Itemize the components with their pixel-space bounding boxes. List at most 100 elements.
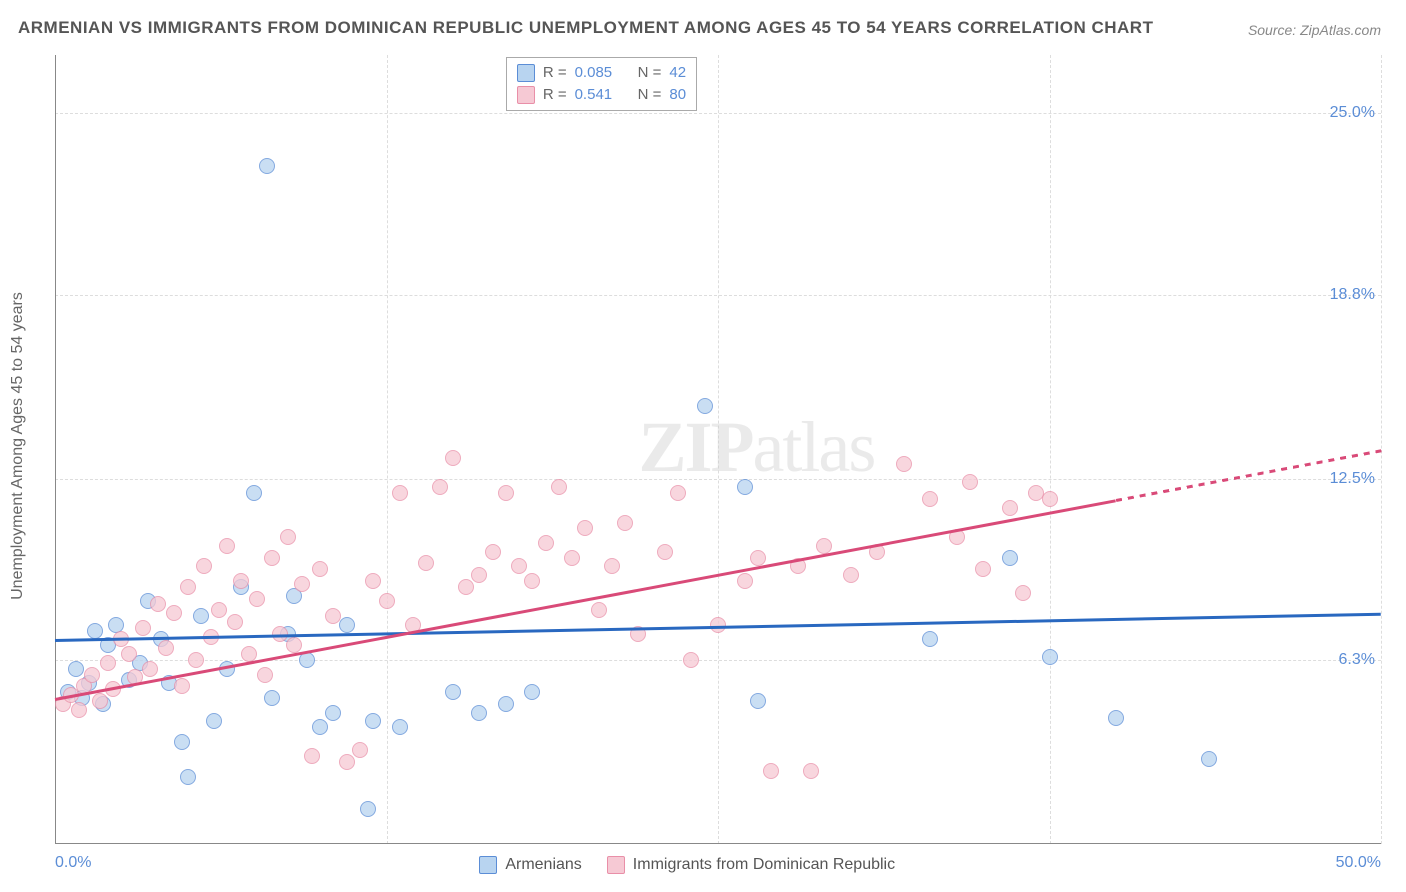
data-point bbox=[1201, 751, 1217, 767]
legend-swatch bbox=[517, 86, 535, 104]
data-point bbox=[193, 608, 209, 624]
data-point bbox=[683, 652, 699, 668]
data-point bbox=[816, 538, 832, 554]
y-tick-label: 12.5% bbox=[1330, 470, 1383, 488]
data-point bbox=[211, 602, 227, 618]
data-point bbox=[365, 713, 381, 729]
data-point bbox=[365, 573, 381, 589]
data-point bbox=[922, 491, 938, 507]
data-point bbox=[962, 474, 978, 490]
data-point bbox=[286, 637, 302, 653]
data-point bbox=[538, 535, 554, 551]
data-point bbox=[445, 450, 461, 466]
data-point bbox=[166, 605, 182, 621]
data-point bbox=[524, 684, 540, 700]
data-point bbox=[259, 158, 275, 174]
data-point bbox=[471, 567, 487, 583]
data-point bbox=[108, 617, 124, 633]
x-tick-label: 0.0% bbox=[55, 854, 91, 872]
r-value: 0.541 bbox=[575, 84, 630, 106]
data-point bbox=[304, 748, 320, 764]
n-label: N = bbox=[638, 84, 662, 106]
legend-item: Armenians bbox=[479, 856, 581, 874]
data-point bbox=[249, 591, 265, 607]
data-point bbox=[591, 602, 607, 618]
data-point bbox=[158, 640, 174, 656]
y-tick-label: 25.0% bbox=[1330, 104, 1383, 122]
data-point bbox=[339, 754, 355, 770]
data-point bbox=[71, 702, 87, 718]
n-label: N = bbox=[638, 62, 662, 84]
data-point bbox=[564, 550, 580, 566]
data-point bbox=[843, 567, 859, 583]
data-point bbox=[352, 742, 368, 758]
legend-label: Immigrants from Dominican Republic bbox=[633, 856, 895, 874]
data-point bbox=[246, 485, 262, 501]
y-tick-label: 18.8% bbox=[1330, 286, 1383, 304]
data-point bbox=[264, 550, 280, 566]
legend-label: Armenians bbox=[505, 856, 581, 874]
data-point bbox=[84, 667, 100, 683]
data-point bbox=[1015, 585, 1031, 601]
data-point bbox=[294, 576, 310, 592]
data-point bbox=[1042, 649, 1058, 665]
data-point bbox=[737, 479, 753, 495]
data-point bbox=[92, 693, 108, 709]
data-point bbox=[257, 667, 273, 683]
data-point bbox=[617, 515, 633, 531]
data-point bbox=[312, 719, 328, 735]
data-point bbox=[264, 690, 280, 706]
chart-title: ARMENIAN VS IMMIGRANTS FROM DOMINICAN RE… bbox=[18, 18, 1153, 38]
data-point bbox=[135, 620, 151, 636]
data-point bbox=[1002, 500, 1018, 516]
data-point bbox=[121, 646, 137, 662]
data-point bbox=[392, 719, 408, 735]
data-point bbox=[180, 579, 196, 595]
r-label: R = bbox=[543, 84, 567, 106]
watermark: ZIPatlas bbox=[638, 406, 874, 489]
data-point bbox=[697, 398, 713, 414]
data-point bbox=[233, 573, 249, 589]
data-point bbox=[458, 579, 474, 595]
data-point bbox=[803, 763, 819, 779]
legend-swatch bbox=[607, 856, 625, 874]
data-point bbox=[219, 538, 235, 554]
data-point bbox=[657, 544, 673, 560]
y-axis-line bbox=[55, 55, 56, 844]
data-point bbox=[174, 678, 190, 694]
x-tick-label: 50.0% bbox=[1336, 854, 1381, 872]
data-point bbox=[524, 573, 540, 589]
plot-region: 6.3%12.5%18.8%25.0%ZIPatlas0.0%50.0%R =0… bbox=[55, 55, 1381, 844]
data-point bbox=[196, 558, 212, 574]
data-point bbox=[392, 485, 408, 501]
data-point bbox=[471, 705, 487, 721]
series-legend: Armenians Immigrants from Dominican Repub… bbox=[479, 856, 895, 874]
data-point bbox=[360, 801, 376, 817]
data-point bbox=[206, 713, 222, 729]
data-point bbox=[1108, 710, 1124, 726]
data-point bbox=[737, 573, 753, 589]
data-point bbox=[551, 479, 567, 495]
legend-swatch bbox=[517, 64, 535, 82]
data-point bbox=[511, 558, 527, 574]
data-point bbox=[432, 479, 448, 495]
data-point bbox=[750, 693, 766, 709]
data-point bbox=[896, 456, 912, 472]
data-point bbox=[379, 593, 395, 609]
chart-area: 6.3%12.5%18.8%25.0%ZIPatlas0.0%50.0%R =0… bbox=[55, 55, 1381, 844]
legend-swatch bbox=[479, 856, 497, 874]
data-point bbox=[922, 631, 938, 647]
data-point bbox=[418, 555, 434, 571]
n-value: 80 bbox=[669, 84, 686, 106]
x-axis-line bbox=[55, 843, 1381, 844]
gridline-vertical bbox=[1050, 55, 1051, 844]
data-point bbox=[498, 696, 514, 712]
data-point bbox=[763, 763, 779, 779]
data-point bbox=[604, 558, 620, 574]
n-value: 42 bbox=[669, 62, 686, 84]
y-tick-label: 6.3% bbox=[1339, 651, 1383, 669]
data-point bbox=[339, 617, 355, 633]
data-point bbox=[68, 661, 84, 677]
gridline-vertical bbox=[387, 55, 388, 844]
data-point bbox=[1002, 550, 1018, 566]
